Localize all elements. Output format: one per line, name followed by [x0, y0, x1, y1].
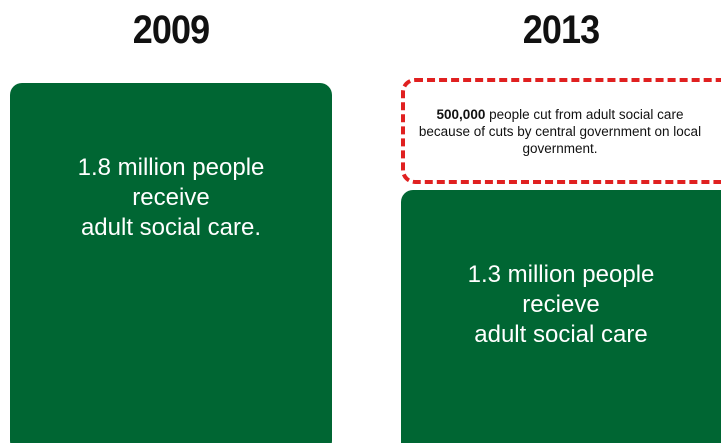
care-box-2009-text: 1.8 million people receive adult social …	[78, 153, 265, 243]
care-box-2013-text: 1.3 million people recieve adult social …	[468, 260, 655, 350]
care-box-2013-line-1: 1.3 million people	[467, 261, 655, 288]
care-box-2009-line-3: adult social care.	[80, 214, 262, 241]
cuts-callout-rest: people cut from adult social care becaus…	[418, 106, 702, 156]
year-heading-2013: 2013	[522, 8, 600, 52]
care-box-2009-line-1: 1.8 million people	[77, 154, 265, 181]
cuts-callout-highlight: 500,000	[436, 106, 486, 122]
care-box-2013-line-3: adult social care	[474, 321, 648, 348]
cuts-callout-text: 500,000 people cut from adult social car…	[410, 106, 710, 157]
care-box-2013: 1.3 million people recieve adult social …	[401, 190, 721, 443]
care-box-2013-line-2: recieve	[522, 291, 600, 318]
care-box-2009: 1.8 million people receive adult social …	[10, 83, 332, 443]
year-heading-2009: 2009	[132, 8, 210, 52]
care-box-2009-line-2: receive	[132, 184, 210, 211]
cuts-callout: 500,000 people cut from adult social car…	[401, 78, 721, 184]
